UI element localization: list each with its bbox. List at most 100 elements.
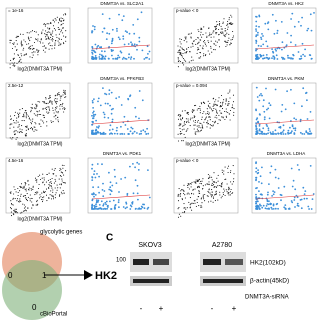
scatter-dot <box>179 194 181 196</box>
scatter-dot <box>62 32 64 34</box>
scatter-dot <box>60 43 62 45</box>
scatter-dot <box>179 114 181 116</box>
scatter-dot <box>134 208 137 210</box>
scatter-dot <box>148 196 151 199</box>
scatter-dot <box>202 185 204 187</box>
scatter-dot <box>196 201 198 204</box>
scatter-dot <box>255 193 257 196</box>
scatter-dot <box>260 54 262 57</box>
scatter-dot <box>193 128 195 130</box>
scatter-dot <box>230 39 232 41</box>
scatter-dot <box>107 206 109 208</box>
scatter-dot <box>217 185 219 187</box>
x-axis-label: log2(DNMT3A TPM) <box>186 66 231 72</box>
scatter-dot <box>16 49 18 51</box>
scatter-dot <box>186 184 189 186</box>
scatter-dot <box>34 177 37 179</box>
scatter-dot <box>293 196 296 199</box>
scatter-dot <box>255 28 257 30</box>
scatter-dot <box>43 190 45 192</box>
scatter-dot <box>39 101 41 103</box>
scatter-dot <box>9 67 11 69</box>
band <box>203 279 243 283</box>
scatter-dot <box>210 33 212 35</box>
scatter-dot <box>60 29 63 31</box>
scatter-dot <box>182 125 184 127</box>
scatter-dot <box>209 116 211 118</box>
scatter-dot <box>121 132 123 135</box>
scatter-dot <box>221 104 224 106</box>
scatter-dot <box>95 203 97 206</box>
scatter-dot <box>104 58 106 60</box>
scatter-dot <box>202 196 204 198</box>
plot-title: DNMT3A vs. PKM <box>268 76 305 81</box>
scatter-dot <box>201 118 203 120</box>
scatter-dot <box>198 131 200 133</box>
scatter-dot <box>24 206 27 208</box>
scatter-dot <box>114 204 117 207</box>
scatter-dot <box>201 124 203 126</box>
scatter-dot <box>19 200 21 202</box>
scatter-dot <box>177 66 179 68</box>
scatter-dot <box>194 181 196 183</box>
scatter-dot <box>146 208 149 210</box>
scatter-dot <box>107 102 109 105</box>
scatter-dot <box>29 45 31 47</box>
scatter-dot <box>140 132 143 135</box>
scatter-dot <box>189 182 191 185</box>
venn-label: cBioPortal <box>40 312 67 318</box>
scatter-dot <box>22 44 24 46</box>
scatter-dot <box>183 211 186 213</box>
scatter-dot <box>217 180 219 182</box>
scatter-dot <box>18 125 20 127</box>
scatter-dot <box>9 42 11 44</box>
scatter-dot <box>220 105 222 108</box>
scatter-dot <box>275 203 278 206</box>
scatter-dot <box>36 110 38 112</box>
scatter-dot <box>196 128 198 130</box>
scatter-dot <box>12 197 14 199</box>
scatter-dot <box>179 53 181 55</box>
scatter-dot <box>199 192 201 194</box>
band <box>153 259 169 265</box>
scatter-dot <box>53 28 55 30</box>
scatter-dot <box>51 48 53 50</box>
scatter-dot <box>255 187 257 190</box>
scatter-dot <box>27 36 29 38</box>
sign: + <box>232 304 237 313</box>
scatter-dot <box>184 194 186 196</box>
scatter-dot <box>91 163 94 166</box>
scatter-dot <box>208 112 210 114</box>
scatter-dot <box>105 38 108 40</box>
arrow-head <box>84 270 93 280</box>
scatter-dot <box>230 14 232 16</box>
scatter-dot <box>20 61 22 63</box>
scatter-dot <box>220 112 222 114</box>
scatter-dot <box>42 42 44 44</box>
scatter-dot <box>58 38 60 40</box>
scatter-dot <box>25 182 27 184</box>
scatter-dot <box>201 180 203 182</box>
scatter-dot <box>53 112 55 114</box>
scatter-dot <box>204 118 206 121</box>
scatter-dot <box>308 54 311 56</box>
scatter-dot <box>49 31 51 33</box>
scatter-dot <box>59 175 61 177</box>
scatter-dot <box>220 185 222 187</box>
scatter-dot <box>52 30 54 32</box>
scatter-dot <box>21 45 23 47</box>
scatter-dot <box>267 132 269 135</box>
scatter-dot <box>103 190 106 192</box>
scatter-dot <box>192 188 194 190</box>
scatter-dot <box>205 116 208 118</box>
scatter-dot <box>120 104 123 106</box>
scatter-dot <box>132 24 135 26</box>
scatter-dot <box>196 179 199 181</box>
scatter-dot <box>226 191 228 193</box>
scatter-dot <box>34 108 36 110</box>
scatter-dot <box>190 32 192 34</box>
scatter-dot <box>17 54 19 56</box>
scatter-dot <box>61 104 63 106</box>
scatter-dot <box>15 191 17 193</box>
scatter-dot <box>181 132 183 134</box>
